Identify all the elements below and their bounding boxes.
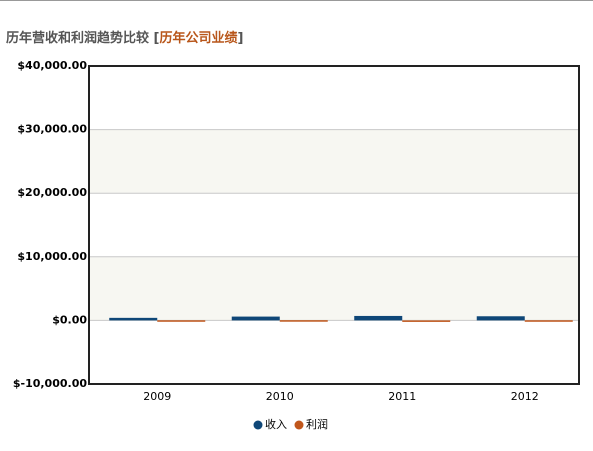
title-link[interactable]: 历年公司业绩 xyxy=(159,31,238,46)
y-tick-label: $-10,000.00 xyxy=(13,377,87,390)
legend-label: 收入 xyxy=(265,417,287,431)
y-tick-label: $0.00 xyxy=(52,313,87,326)
bar xyxy=(524,320,573,322)
bar xyxy=(402,320,451,322)
y-tick-label: $40,000.00 xyxy=(17,59,87,72)
title-block: 历年营收和利润趋势比较 [历年公司业绩] xyxy=(6,31,244,46)
plot-frame xyxy=(88,65,580,385)
legend-marker xyxy=(294,420,304,430)
plot-band xyxy=(89,256,579,321)
y-tick-label: $10,000.00 xyxy=(17,250,87,263)
plot-band xyxy=(89,129,579,194)
y-tick-label: $20,000.00 xyxy=(17,186,87,199)
chart-title: 历年营收和利润趋势比较 xyxy=(6,31,150,46)
x-tick-label: 2009 xyxy=(143,390,171,403)
bar xyxy=(476,316,525,321)
bar xyxy=(231,316,280,321)
legend-label: 利润 xyxy=(306,417,328,431)
x-tick-label: 2010 xyxy=(266,390,294,403)
bar xyxy=(354,315,403,321)
legend-marker xyxy=(253,420,263,430)
x-tick-label: 2011 xyxy=(388,390,416,403)
y-tick-label: $30,000.00 xyxy=(17,123,87,136)
bar xyxy=(279,320,328,322)
x-tick-label: 2012 xyxy=(511,390,539,403)
bar xyxy=(109,317,158,321)
bar xyxy=(157,320,206,322)
